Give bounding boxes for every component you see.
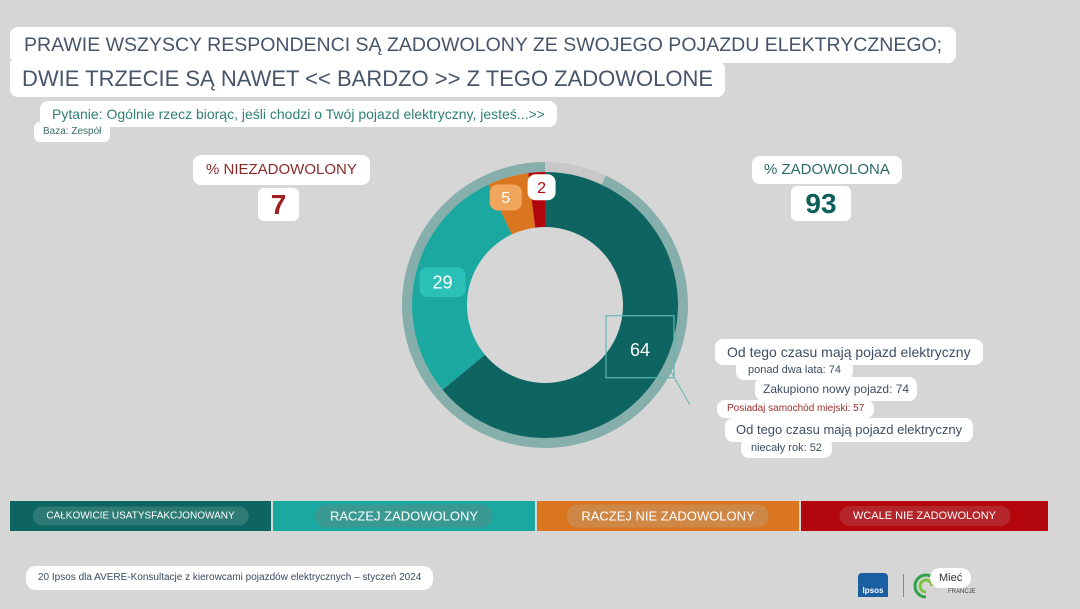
logo-divider <box>903 574 904 597</box>
question-text: Pytanie: Ogólnie rzecz biorąc, jeśli cho… <box>40 101 557 127</box>
satisfied-label: % ZADOWOLONA <box>752 156 902 184</box>
unsatisfied-ring <box>545 162 606 185</box>
page-title-line-2: DWIE TRZECIE SĄ NAWET << BARDZO >> Z TEG… <box>10 61 726 97</box>
legend-label: CAŁKOWICIE USATYSFAKCJONOWANY <box>32 506 249 526</box>
callout-connector <box>669 369 690 406</box>
unsatisfied-value: 7 <box>258 188 299 221</box>
brand-label: Mieć <box>930 568 972 588</box>
donut-chart: 64 29 5 2 <box>402 162 690 448</box>
brand-sub-label: FRANCJE <box>948 589 976 595</box>
segment-fully-satisfied <box>442 172 678 438</box>
callout-line: ponad dwa lata: 74 <box>736 360 853 380</box>
value-label: 64 <box>630 340 650 360</box>
chart-legend: CAŁKOWICIE USATYSFAKCJONOWANY RACZEJ ZAD… <box>10 501 1048 531</box>
value-label-bg <box>527 174 556 201</box>
callout-line: niecały rok: 52 <box>741 438 832 458</box>
legend-item-rather-unsatisfied: RACZEJ NIE ZADOWOLONY <box>537 501 799 531</box>
value-label: 29 <box>433 273 453 293</box>
legend-item-not-satisfied: WCALE NIE ZADOWOLONY <box>801 501 1048 531</box>
legend-item-fully-satisfied: CAŁKOWICIE USATYSFAKCJONOWANY <box>10 501 271 531</box>
base-label: Baza: Zespół <box>34 122 111 142</box>
footer-source: 20 Ipsos dla AVERE-Konsultacje z kierowc… <box>26 566 434 590</box>
highlight-box <box>605 315 675 379</box>
value-label-bg <box>617 334 664 365</box>
legend-item-rather-satisfied: RACZEJ ZADOWOLONY <box>273 501 535 531</box>
value-label-bg <box>419 267 466 298</box>
ipsos-logo: Ipsos <box>858 573 888 597</box>
unsatisfied-label: % NIEZADOWOLONY <box>193 155 370 185</box>
legend-label: RACZEJ NIE ZADOWOLONY <box>567 504 769 528</box>
value-label: 5 <box>501 190 510 207</box>
satisfied-value: 93 <box>791 186 851 221</box>
callout-line: Zakupiono nowy pojazd: 74 <box>755 377 918 401</box>
legend-label: WCALE NIE ZADOWOLONY <box>838 506 1011 526</box>
page-title-line-1: PRAWIE WSZYSCY RESPONDENCI SĄ ZADOWOLONY… <box>10 27 957 63</box>
value-label-bg <box>489 184 522 211</box>
callout-line: Posiadaj samochód miejski: 57 <box>717 400 875 418</box>
value-label: 2 <box>537 180 546 197</box>
legend-label: RACZEJ ZADOWOLONY <box>315 504 493 528</box>
